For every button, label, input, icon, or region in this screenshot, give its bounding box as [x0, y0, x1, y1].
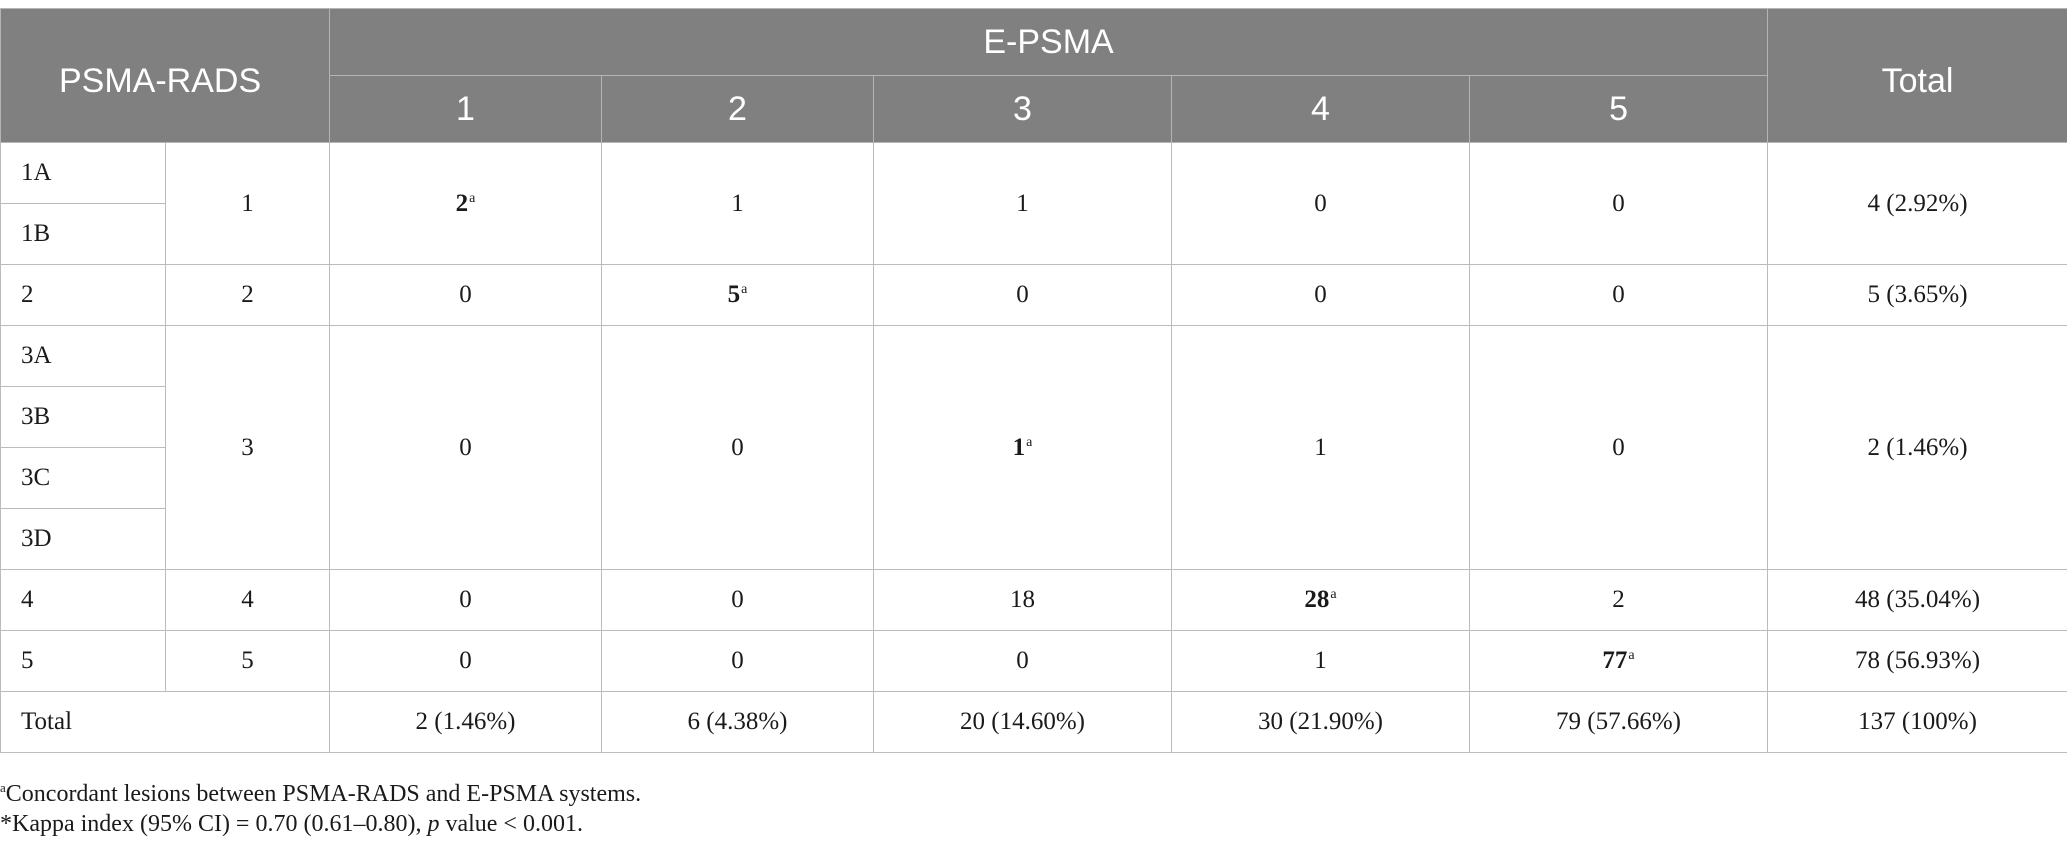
table-cell: 0 [1469, 264, 1769, 326]
cell-value: 28 [1304, 586, 1330, 613]
sub-category-cell: 1B [0, 203, 166, 265]
table-cell: 0 [1171, 264, 1471, 326]
table-row: 1A 1 2a 1 1 0 0 4 (2.92%) [0, 142, 2067, 265]
table-row: 2 2 0 5a 0 0 0 5 (3.65%) [0, 264, 2067, 326]
row-total-cell: 4 (2.92%) [1767, 142, 2067, 265]
cell-value: 77 [1602, 647, 1628, 674]
column-total-cell: 6 (4.38%) [601, 691, 875, 753]
kappa-prefix: *Kappa index (95% CI) = 0.70 (0.61–0.80)… [0, 811, 428, 837]
footnote-concordant: aConcordant lesions between PSMA-RADS an… [0, 770, 642, 807]
footnote-kappa: *Kappa index (95% CI) = 0.70 (0.61–0.80)… [0, 806, 641, 842]
sub-category-cell: 3A [0, 325, 166, 387]
table-cell: 1 [873, 142, 1173, 265]
concordant-cell: 77a [1469, 630, 1769, 692]
grand-total-cell: 137 (100%) [1767, 691, 2067, 753]
table-cell: 0 [329, 630, 603, 692]
table-cell: 1 [1171, 630, 1471, 692]
sub-category-cell: 5 [0, 630, 166, 692]
totals-label: Total [0, 691, 331, 753]
group-cell: 4 [164, 569, 331, 631]
totals-row: Total 2 (1.46%) 6 (4.38%) 20 (14.60%) 30… [0, 691, 2067, 753]
table-cell: 0 [601, 630, 875, 692]
concordant-cell: 5a [601, 264, 875, 326]
table-cell: 1 [601, 142, 875, 265]
sub-category-cell: 2 [0, 264, 166, 326]
table-row: 4 4 0 0 18 28a 2 48 (35.04%) [0, 569, 2067, 631]
footnote-marker: a [0, 780, 6, 795]
group-cell: 2 [164, 264, 331, 326]
concordant-marker: a [469, 190, 476, 206]
column-total-cell: 30 (21.90%) [1171, 691, 1471, 753]
cell-value: 1 [1012, 433, 1026, 461]
table-cell: 18 [873, 569, 1173, 631]
group-cell: 3 [164, 325, 331, 570]
table-row: 1B [0, 203, 2067, 265]
kappa-suffix: value < 0.001. [439, 811, 583, 837]
column-total-cell: 2 (1.46%) [329, 691, 603, 753]
header-e-psma: E-PSMA [329, 8, 1769, 76]
row-total-cell: 5 (3.65%) [1767, 264, 2067, 326]
column-total-cell: 79 (57.66%) [1469, 691, 1769, 753]
header-col-4: 4 [1171, 75, 1471, 143]
kappa-p: p [427, 811, 440, 837]
table-cell: 0 [601, 325, 875, 570]
table-row: 5 5 0 0 0 1 77a 78 (56.93%) [0, 630, 2067, 692]
table-cell: 0 [1171, 142, 1471, 265]
table-row: 3A 3 0 0 1a 1 0 2 (1.46%) [0, 325, 2067, 570]
table-cell: 0 [873, 630, 1173, 692]
sub-category-cell: 3C [0, 447, 166, 509]
group-cell: 5 [164, 630, 331, 692]
sub-category-cell: 1A [0, 142, 166, 204]
group-cell: 1 [164, 142, 331, 265]
table-cell: 0 [1469, 142, 1769, 265]
column-total-cell: 20 (14.60%) [873, 691, 1173, 753]
table-cell: 0 [329, 264, 603, 326]
cell-value: 2 [455, 189, 469, 217]
table-cell: 0 [873, 264, 1173, 326]
table-row: 3C [0, 447, 2067, 509]
concordant-marker: a [1330, 587, 1337, 602]
row-total-cell: 48 (35.04%) [1767, 569, 2067, 631]
header-col-3: 3 [873, 75, 1173, 143]
row-total-cell: 2 (1.46%) [1767, 325, 2067, 570]
header-col-5: 5 [1469, 75, 1769, 143]
concordant-cell: 1a [873, 325, 1173, 570]
table-row: 3B [0, 386, 2067, 448]
concordant-marker: a [1026, 434, 1033, 450]
header-col-2: 2 [601, 75, 875, 143]
sub-category-cell: 3D [0, 508, 166, 570]
concordant-cell: 2a [329, 142, 603, 265]
footnote-text: Concordant lesions between PSMA-RADS and… [5, 781, 642, 807]
cell-value: 5 [727, 281, 741, 308]
table-cell: 0 [601, 569, 875, 631]
table-notes: aConcordant lesions between PSMA-RADS an… [0, 770, 641, 842]
header-psma-rads: PSMA-RADS [0, 8, 331, 143]
table-cell: 1 [1171, 325, 1471, 570]
header-total: Total [1767, 8, 2067, 143]
table-cell: 0 [329, 569, 603, 631]
header-col-1: 1 [329, 75, 603, 143]
table-cell: 2 [1469, 569, 1769, 631]
sub-category-cell: 4 [0, 569, 166, 631]
concordant-marker: a [1628, 648, 1635, 663]
sub-category-cell: 3B [0, 386, 166, 448]
concordant-marker: a [741, 282, 748, 297]
concordance-table: PSMA-RADS E-PSMA Total 1 2 3 4 5 1A 1 2a… [0, 8, 2067, 753]
table-cell: 0 [329, 325, 603, 570]
concordant-cell: 28a [1171, 569, 1471, 631]
table-cell: 0 [1469, 325, 1769, 570]
row-total-cell: 78 (56.93%) [1767, 630, 2067, 692]
